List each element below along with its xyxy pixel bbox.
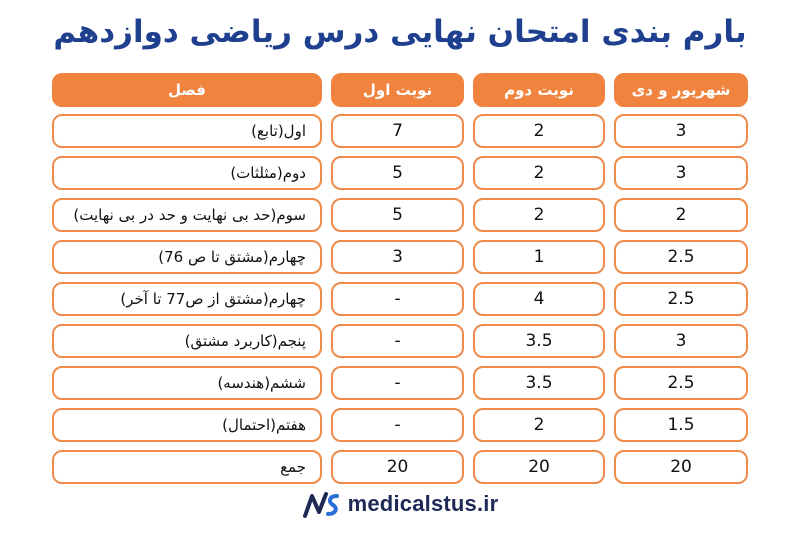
ms-logo-icon <box>302 492 339 518</box>
table-row: 3 3.5 - پنجم(کاربرد مشتق) <box>52 324 748 358</box>
cell-nobat-dovom-total: 20 <box>473 450 605 484</box>
table-row: 2.5 3.5 - ششم(هندسه) <box>52 366 748 400</box>
cell-fasl-total: جمع <box>52 450 322 484</box>
score-table: شهریور و دی نوبت دوم نوبت اول فصل 3 2 7 … <box>52 73 748 492</box>
cell-fasl: اول(تابع) <box>52 114 322 148</box>
table-row: 3 2 5 دوم(مثلثات) <box>52 156 748 190</box>
cell-nobat-aval: 3 <box>331 240 464 274</box>
cell-shahrivar: 2.5 <box>614 366 748 400</box>
cell-nobat-dovom: 3.5 <box>473 366 605 400</box>
cell-nobat-aval: - <box>331 408 464 442</box>
cell-shahrivar: 2.5 <box>614 240 748 274</box>
header-nobat-dovom: نوبت دوم <box>473 73 605 107</box>
cell-nobat-aval: - <box>331 366 464 400</box>
brand-text: medicalstus.ir <box>347 491 499 516</box>
cell-shahrivar: 3 <box>614 156 748 190</box>
cell-shahrivar: 3 <box>614 114 748 148</box>
cell-nobat-aval: 7 <box>331 114 464 148</box>
table-row: 2.5 1 3 چهارم(مشتق تا ص 76) <box>52 240 748 274</box>
cell-nobat-aval: - <box>331 282 464 316</box>
cell-nobat-dovom: 4 <box>473 282 605 316</box>
cell-nobat-aval: - <box>331 324 464 358</box>
table-row: 2 2 5 سوم(حد بی نهایت و حد در بی نهایت) <box>52 198 748 232</box>
cell-nobat-aval-total: 20 <box>331 450 464 484</box>
cell-shahrivar: 3 <box>614 324 748 358</box>
cell-nobat-aval: 5 <box>331 198 464 232</box>
cell-nobat-dovom: 2 <box>473 408 605 442</box>
cell-nobat-dovom: 1 <box>473 240 605 274</box>
cell-fasl: دوم(مثلثات) <box>52 156 322 190</box>
table-row: 1.5 2 - هفتم(احتمال) <box>52 408 748 442</box>
cell-fasl: چهارم(مشتق تا ص 76) <box>52 240 322 274</box>
header-nobat-aval: نوبت اول <box>331 73 464 107</box>
cell-fasl: هفتم(احتمال) <box>52 408 322 442</box>
table-header-row: شهریور و دی نوبت دوم نوبت اول فصل <box>52 73 748 107</box>
cell-fasl: چهارم(مشتق از ص77 تا آخر) <box>52 282 322 316</box>
cell-nobat-dovom: 2 <box>473 114 605 148</box>
cell-fasl: پنجم(کاربرد مشتق) <box>52 324 322 358</box>
cell-nobat-dovom: 3.5 <box>473 324 605 358</box>
cell-shahrivar-total: 20 <box>614 450 748 484</box>
cell-nobat-dovom: 2 <box>473 198 605 232</box>
cell-shahrivar: 2.5 <box>614 282 748 316</box>
table-row: 3 2 7 اول(تابع) <box>52 114 748 148</box>
header-fasl: فصل <box>52 73 322 107</box>
cell-fasl: سوم(حد بی نهایت و حد در بی نهایت) <box>52 198 322 232</box>
cell-shahrivar: 2 <box>614 198 748 232</box>
table-row: 2.5 4 - چهارم(مشتق از ص77 تا آخر) <box>52 282 748 316</box>
cell-nobat-dovom: 2 <box>473 156 605 190</box>
cell-fasl: ششم(هندسه) <box>52 366 322 400</box>
footer-brand: medicalstus.ir <box>0 488 800 520</box>
cell-shahrivar: 1.5 <box>614 408 748 442</box>
table-total-row: 20 20 20 جمع <box>52 450 748 484</box>
header-shahrivar: شهریور و دی <box>614 73 748 107</box>
cell-nobat-aval: 5 <box>331 156 464 190</box>
